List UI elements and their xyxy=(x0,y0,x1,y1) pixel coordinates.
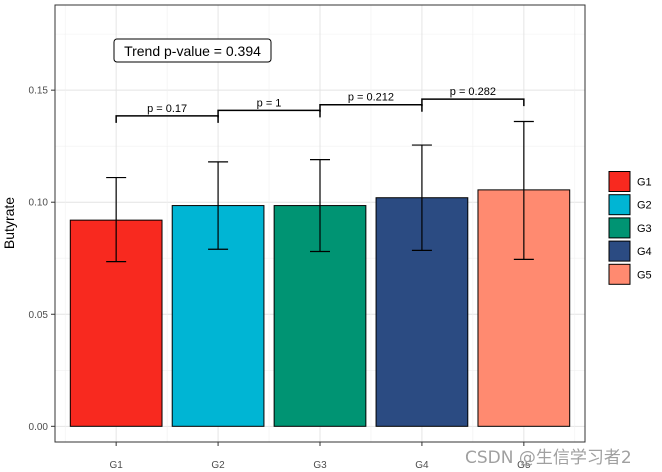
legend-swatch-g3 xyxy=(608,217,631,239)
x-tick-label: G2 xyxy=(211,460,225,471)
x-tick-label: G4 xyxy=(415,460,429,471)
y-axis-title: Butyrate xyxy=(1,197,17,249)
trend-label: Trend p-value = 0.394 xyxy=(124,43,261,59)
y-tick-label: 0.00 xyxy=(29,422,49,433)
legend-label: G2 xyxy=(637,200,652,212)
comparison-bracket xyxy=(115,115,219,123)
legend-swatch-g4 xyxy=(608,240,631,262)
comparison-bracket xyxy=(217,109,321,118)
comparison-label: p = 0.17 xyxy=(147,103,187,115)
legend-label: G5 xyxy=(637,269,652,281)
comparison-label: p = 0.282 xyxy=(450,86,496,98)
y-tick-label: 0.15 xyxy=(29,86,49,97)
axes: 0.00 0.05 0.10 0.15 G1 G2 G3 G4 G5 xyxy=(29,86,531,471)
legend-label: G1 xyxy=(637,177,652,189)
y-tick-label: 0.05 xyxy=(29,310,49,321)
comparison-bracket xyxy=(319,103,423,112)
comparison-bracket xyxy=(421,98,525,107)
legend-label: G4 xyxy=(637,246,652,258)
legend-swatch-g2 xyxy=(608,194,631,216)
legend-label: G3 xyxy=(637,223,652,235)
trend-annotation: Trend p-value = 0.394 xyxy=(113,38,272,63)
comparison-label: p = 1 xyxy=(257,97,282,109)
legend-swatch-g1 xyxy=(608,171,631,192)
y-tick-label: 0.10 xyxy=(29,198,49,209)
comparison-brackets: p = 0.17 p = 1 p = 0.212 p = 0.282 xyxy=(115,86,525,123)
legend-swatch-g5 xyxy=(608,263,631,285)
x-tick-label: G3 xyxy=(313,460,327,471)
legend: G1 G2 G3 G4 G5 xyxy=(608,171,652,285)
comparison-label: p = 0.212 xyxy=(348,92,394,104)
x-tick-label: G5 xyxy=(517,460,531,471)
error-bars xyxy=(106,120,534,263)
trend-label-box xyxy=(113,38,272,63)
watermark: CSDN @生信学习者2 xyxy=(465,448,632,468)
x-tick-label: G1 xyxy=(109,460,123,471)
